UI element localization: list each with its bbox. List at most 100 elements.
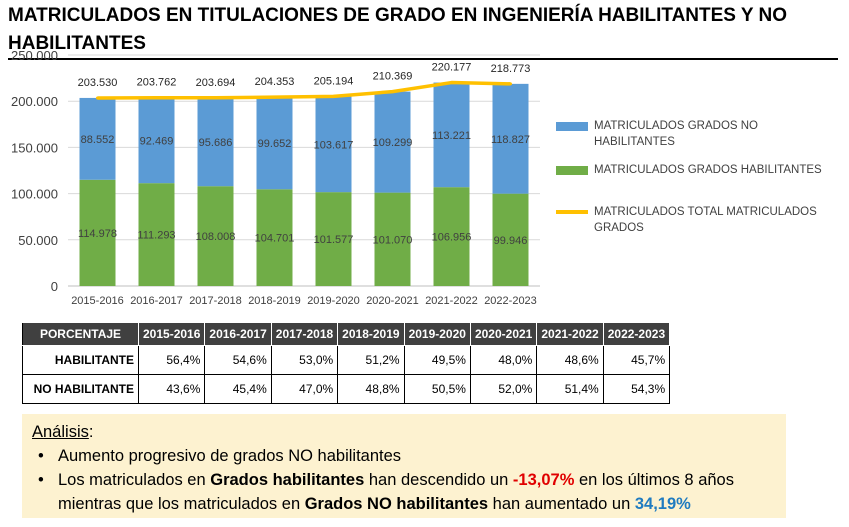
analysis-heading: Análisis: — [32, 420, 776, 444]
bar-habilitantes — [374, 192, 411, 286]
point-total — [509, 82, 512, 86]
data-label-habilitantes: 108.008 — [196, 231, 236, 243]
table-cell: 51,4% — [536, 374, 604, 404]
data-label-total: 205.194 — [314, 75, 354, 87]
legend-label-total: MATRICULADOS TOTAL MATRICULADOS GRADOS — [594, 206, 817, 234]
data-label-no-habilitantes: 99.652 — [258, 138, 292, 150]
point-total — [214, 96, 217, 100]
data-label-total: 203.694 — [196, 77, 236, 89]
table-row: NO HABILITANTE 43,6% 45,4% 47,0% 48,8% 5… — [22, 374, 671, 404]
table-header-year: 2022-2023 — [602, 322, 671, 346]
analysis-decrease-value: -13,07% — [512, 471, 575, 489]
data-label-no-habilitantes: 95.686 — [199, 137, 233, 149]
bar-no-habilitantes — [315, 96, 352, 193]
analysis-highlight: Grados NO habilitantes — [304, 495, 489, 513]
data-label-habilitantes: 111.293 — [137, 230, 175, 242]
analysis-text: Los matriculados en — [58, 471, 211, 489]
bar-habilitantes — [79, 179, 116, 286]
y-tick-label: 250.000 — [11, 48, 58, 63]
data-label-habilitantes: 106.956 — [432, 232, 472, 244]
table-cell: 56,4% — [137, 345, 206, 375]
x-tick-label: 2015-2016 — [71, 295, 124, 307]
stacked-bar-chart: 0 50.000 100.000 150.000 200.000 250.000 2015-… — [11, 48, 540, 307]
table-cell: 50,5% — [403, 374, 471, 404]
bar-no-habilitantes — [374, 91, 411, 193]
point-total — [450, 81, 453, 85]
bar-habilitantes — [492, 193, 529, 286]
analysis-bullet: • Aumento progresivo de grados NO habili… — [32, 444, 776, 468]
analysis-increase-value: 34,19% — [634, 495, 691, 513]
y-tick-label: 150.000 — [11, 140, 58, 155]
analysis-bullet-text: Aumento progresivo de grados NO habilita… — [58, 447, 402, 465]
bar-no-habilitantes — [433, 82, 470, 188]
x-tick-label: 2020-2021 — [366, 295, 419, 307]
table-cell: 52,0% — [469, 374, 538, 404]
analysis-text: en los últimos 8 años mientras que los m… — [58, 471, 734, 513]
y-tick-label: 50.000 — [18, 233, 58, 248]
bar-habilitantes — [138, 183, 175, 286]
table-header-year: 2016-2017 — [204, 322, 272, 346]
analysis-colon: : — [88, 423, 94, 441]
table-cell: 54,6% — [204, 345, 272, 375]
table-header-year: 2018-2019 — [337, 322, 405, 346]
table-header-year: 2015-2016 — [137, 322, 206, 346]
bar-habilitantes — [433, 187, 470, 286]
analysis-bullet: • Los matriculados en Grados habilitante… — [32, 468, 776, 516]
bar-no-habilitantes — [197, 97, 234, 187]
bullet-icon: • — [38, 447, 44, 465]
data-label-no-habilitantes: 113.221 — [432, 130, 471, 142]
data-label-total: 204.353 — [255, 76, 295, 88]
data-label-total: 220.177 — [432, 62, 472, 74]
analysis-highlight: Grados habilitantes — [210, 471, 365, 489]
point-total — [273, 95, 276, 99]
table-row: HABILITANTE 56,4% 54,6% 53,0% 51,2% 49,5… — [22, 345, 671, 375]
analysis-title: Análisis — [32, 423, 89, 441]
bar-habilitantes — [256, 189, 293, 286]
table-header-year: 2019-2020 — [403, 322, 471, 346]
point-total — [391, 90, 394, 94]
legend-label-habilitantes: MATRICULADOS GRADOS HABILITANTES — [594, 164, 822, 176]
analysis-text: han aumentado un — [488, 495, 635, 513]
legend-swatch-total — [556, 210, 588, 214]
y-tick-label: 200.000 — [11, 94, 58, 109]
table-cell: 43,6% — [137, 374, 206, 404]
data-label-no-habilitantes: 103.617 — [314, 139, 354, 151]
y-tick-label: 0 — [51, 279, 58, 294]
table-cell: 45,4% — [204, 374, 272, 404]
data-label-habilitantes: 104.701 — [255, 233, 295, 245]
table-header-year: 2020-2021 — [469, 322, 538, 346]
table-header-year: 2021-2022 — [536, 322, 604, 346]
x-tick-label: 2016-2017 — [130, 295, 183, 307]
bar-no-habilitantes — [256, 97, 293, 190]
line-total — [97, 80, 511, 100]
data-label-total: 203.530 — [78, 77, 118, 89]
legend-label-no-habilitantes: MATRICULADOS GRADOS NO HABILITANTES — [594, 120, 758, 148]
bar-no-habilitantes — [138, 97, 175, 184]
data-label-total: 210.369 — [373, 71, 413, 83]
data-label-no-habilitantes: 109.299 — [373, 137, 413, 149]
bar-habilitantes — [315, 192, 352, 286]
bar-no-habilitantes — [79, 97, 116, 180]
table-header-label: PORCENTAJE — [22, 322, 139, 346]
table-cell: 49,5% — [403, 345, 471, 375]
x-tick-label: 2017-2018 — [189, 295, 242, 307]
table-row-label: NO HABILITANTE — [22, 374, 139, 404]
point-total — [96, 96, 99, 100]
x-tick-label: 2021-2022 — [425, 295, 478, 307]
table-cell: 45,7% — [602, 345, 671, 375]
percentage-table: PORCENTAJE 2015-2016 2016-2017 2017-2018… — [22, 322, 671, 404]
table-cell: 54,3% — [602, 374, 671, 404]
point-total — [332, 94, 335, 98]
bar-habilitantes — [197, 186, 234, 286]
data-label-no-habilitantes: 118.827 — [491, 134, 530, 146]
data-label-habilitantes: 99.946 — [494, 235, 528, 247]
point-total — [155, 96, 158, 100]
data-label-no-habilitantes: 92.469 — [140, 135, 174, 147]
table-cell: 48,0% — [469, 345, 538, 375]
table-cell: 51,2% — [337, 345, 405, 375]
data-label-no-habilitantes: 88.552 — [81, 134, 115, 146]
analysis-text: han descendido un — [364, 471, 513, 489]
bullet-icon: • — [38, 471, 44, 489]
x-tick-label: 2018-2019 — [248, 295, 301, 307]
x-tick-label: 2022-2023 — [484, 295, 537, 307]
